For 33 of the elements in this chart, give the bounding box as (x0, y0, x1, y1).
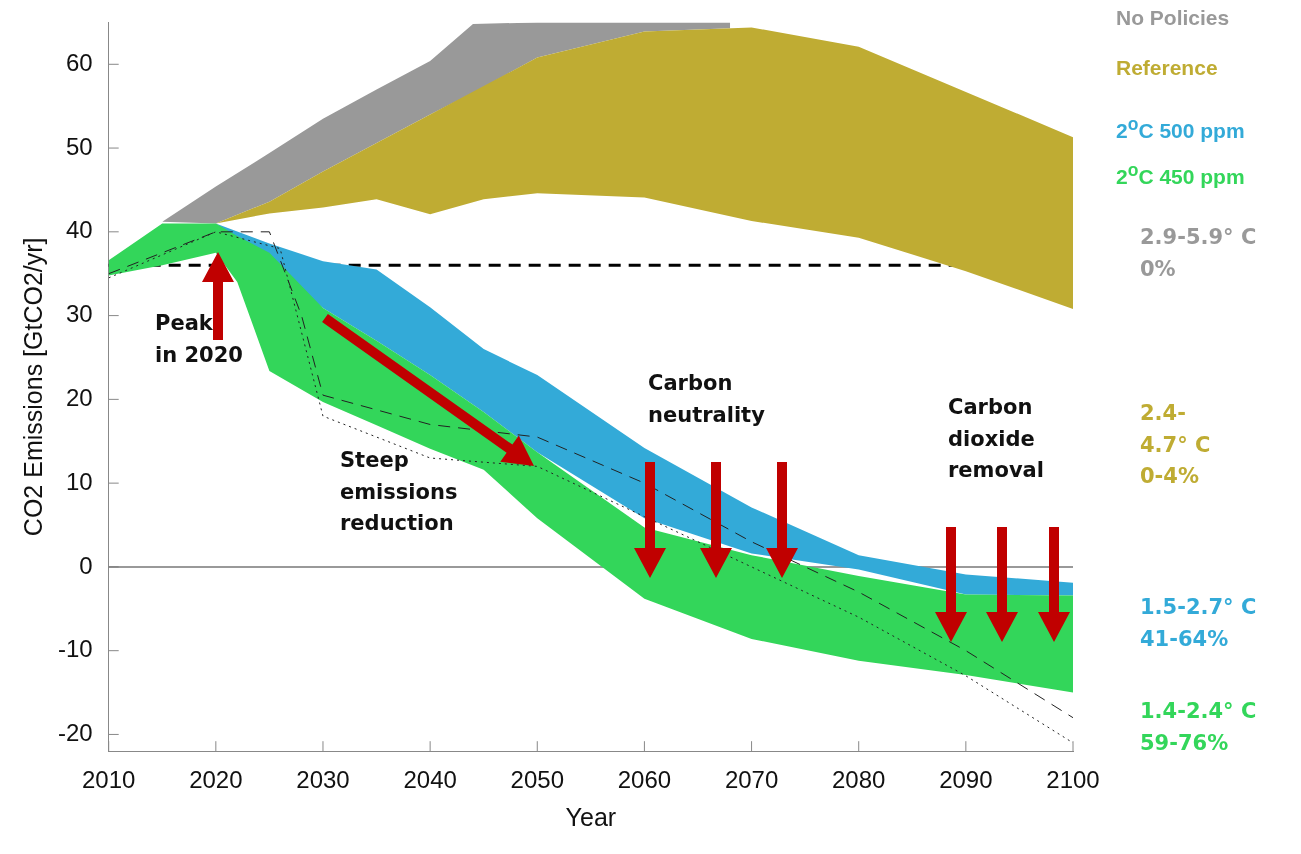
x-tick-label: 2080 (832, 766, 886, 794)
annotation: Carbon dioxide removal (948, 394, 1044, 484)
text: 1.5-2.7° C 41-64% (1140, 594, 1257, 653)
x-tick-label: 2060 (617, 766, 672, 794)
y-tick-label: 50 (65, 132, 93, 160)
x-axis-title: Year (565, 802, 617, 831)
x-tick-label: 2090 (939, 766, 993, 794)
x-tick-label: 2050 (510, 766, 564, 794)
legend-label: 2$^{o}$C 450 ppm (1116, 160, 1245, 189)
annotation: Steep emissions reduction (340, 447, 458, 537)
y-tick-label: 10 (65, 467, 93, 495)
y-tick-label: 30 (65, 300, 93, 328)
x-tick-label: 2070 (724, 766, 779, 794)
x-tick-label: 2030 (296, 766, 350, 794)
y-tick-label: 60 (65, 48, 93, 76)
legend-label: 2$^{o}$C 500 ppm (1116, 114, 1245, 143)
y-axis-title: CO2 Emissions [GtCO2/yr] (18, 237, 47, 537)
annotation: Peak in 2020 (155, 310, 243, 369)
y-tick-label: -20 (58, 719, 93, 747)
legend-label: Reference (1116, 56, 1218, 80)
y-tick-label: 40 (65, 216, 93, 244)
x-tick-label: 2040 (403, 766, 457, 794)
x-tick-label: 2020 (189, 766, 243, 794)
annotation: Carbon neutrality (648, 370, 765, 429)
y-tick-label: 20 (65, 383, 93, 411)
text: 1.4-2.4° C 59-76% (1140, 698, 1257, 757)
x-tick-label: 2100 (1046, 766, 1100, 794)
y-tick-label: 0 (79, 551, 93, 579)
x-tick-label: 2010 (81, 766, 136, 794)
y-tick-label: -10 (58, 635, 93, 663)
text: 2.4- 4.7° C 0-4% (1140, 400, 1211, 490)
text: 2.9-5.9° C 0% (1140, 224, 1257, 283)
legend-label: No Policies (1116, 6, 1230, 30)
